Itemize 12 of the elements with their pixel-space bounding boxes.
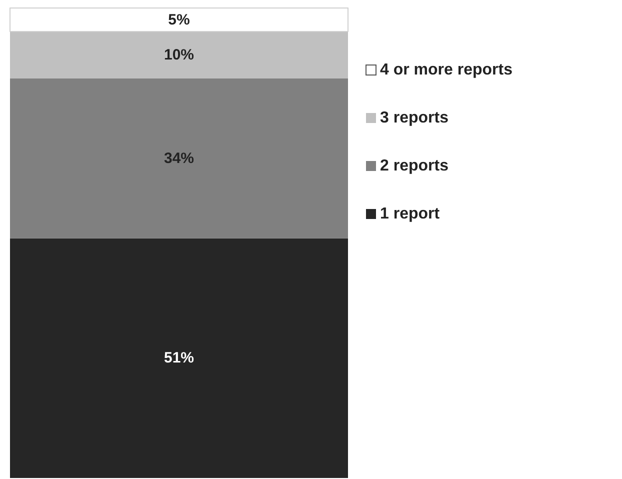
- legend-label: 4 or more reports: [380, 62, 513, 78]
- data-label: 34%: [164, 150, 194, 167]
- bar: [10, 32, 348, 78]
- bar: [10, 78, 348, 238]
- bar: [10, 8, 348, 32]
- legend-label: 1 report: [380, 206, 440, 222]
- data-label: 10%: [164, 46, 194, 64]
- data-label: 5%: [168, 11, 190, 28]
- legend-label: 3 reports: [380, 110, 449, 126]
- legend-label: 2 reports: [380, 158, 449, 174]
- data-label: 51%: [164, 350, 194, 367]
- bar: [10, 238, 348, 478]
